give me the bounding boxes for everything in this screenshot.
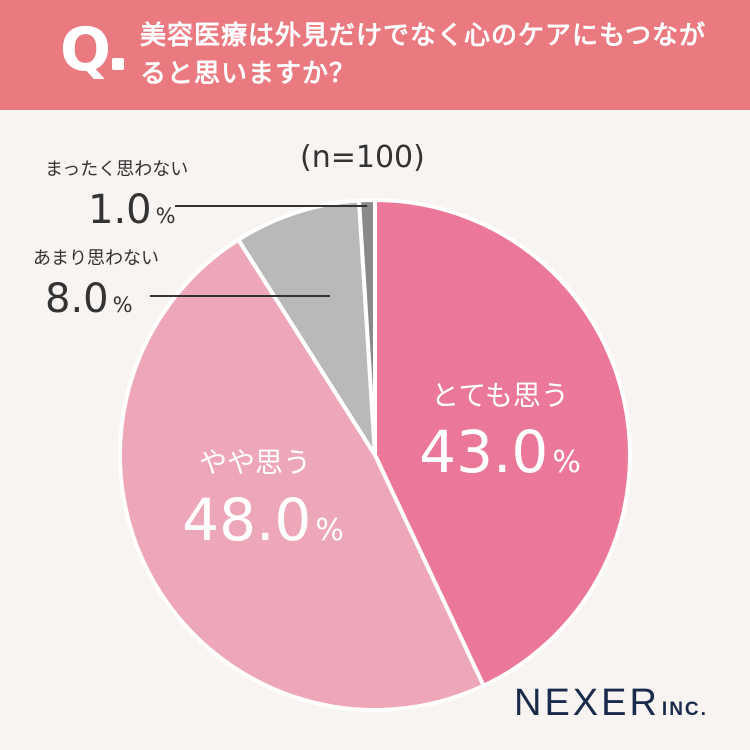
slice-label-3: あまり思わない (33, 248, 159, 269)
slice-value-2: 48.0% (182, 486, 344, 554)
slice-value-4: 1.0% (88, 187, 176, 233)
sample-size-label: (n=100) (300, 140, 425, 175)
pie-slice-3 (236, 198, 377, 457)
pie-slice-1 (373, 198, 632, 688)
slice-label-2: やや思う (199, 446, 311, 479)
slice-value-3: 8.0% (45, 276, 133, 322)
brand-logo: NEXER INC. (514, 684, 708, 722)
brand-suffix: INC. (661, 699, 708, 720)
pie-slice-2 (118, 237, 486, 712)
slice-label-1: とても思う (431, 379, 569, 412)
brand-name: NEXER (514, 682, 660, 724)
question-text: 美容医療は外見だけでなく心のケアにもつながると思いますか？ (140, 21, 706, 89)
q-mark: Q (60, 15, 112, 85)
slice-value-1: 43.0% (419, 418, 581, 486)
q-dot (112, 58, 124, 70)
question-header: Q 美容医療は外見だけでなく心のケアにもつながると思いますか？ (0, 0, 750, 110)
slice-label-4: まったく思わない (45, 159, 188, 180)
pie-slice-4 (356, 198, 377, 457)
